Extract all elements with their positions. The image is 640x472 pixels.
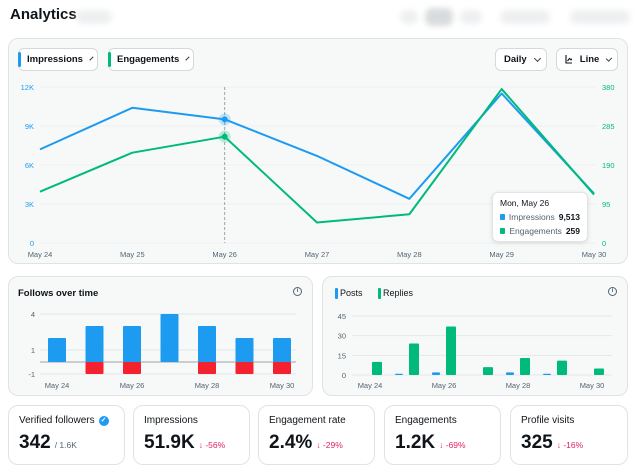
stat-change: ↓ -29% <box>316 440 343 450</box>
chevron-down-icon <box>185 55 190 61</box>
posts-replies-card: Posts Replies i <box>322 276 628 396</box>
metric2-label: Engagements <box>117 54 180 65</box>
posts-swatch <box>335 288 338 299</box>
stat-change: ↓ -56% <box>198 440 226 450</box>
blurred-header-item <box>425 8 453 26</box>
stat-value: 342 <box>19 432 51 453</box>
tooltip-engagements-row: Engagements 259 <box>500 226 580 236</box>
blurred-header-item <box>460 10 482 24</box>
stat-value: 325 <box>521 432 553 453</box>
stat-label: Profile visits <box>521 415 575 426</box>
follows-card: Follows over time i <box>8 276 313 396</box>
metric1-dropdown[interactable]: Impressions <box>18 48 98 71</box>
metric2-accent <box>108 52 111 67</box>
impressions-swatch <box>500 214 505 220</box>
chevron-down-icon <box>606 54 613 62</box>
tooltip-impressions-value: 9,513 <box>558 212 580 222</box>
follows-title: Follows over time <box>18 288 99 299</box>
tooltip-impressions-row: Impressions 9,513 <box>500 212 580 222</box>
blurred-header-item <box>500 10 550 24</box>
verified-badge-icon: ✓ <box>98 415 109 426</box>
blurred-header-item <box>400 10 418 24</box>
chart-type-label: Line <box>579 54 600 65</box>
tooltip-date: Mon, May 26 <box>500 198 550 208</box>
stat-change: ↓ -69% <box>439 440 466 450</box>
stat-label: Engagement rate <box>269 415 346 426</box>
chevron-down-icon <box>89 55 94 61</box>
stat-engagement-rate[interactable]: Engagement rate 2.4% ↓ -29% <box>258 405 375 465</box>
stat-value: 51.9K <box>144 432 195 453</box>
engagements-swatch <box>500 228 506 234</box>
legend-replies-label: Replies <box>383 288 414 298</box>
page-title: Analytics <box>10 6 77 23</box>
tooltip-engagements-value: 259 <box>565 226 580 236</box>
info-icon[interactable]: i <box>293 287 302 296</box>
stat-label: Impressions <box>144 415 198 426</box>
stat-engagements[interactable]: Engagements 1.2K ↓ -69% <box>384 405 501 465</box>
metric2-dropdown[interactable]: Engagements <box>108 48 194 71</box>
stat-verified-followers[interactable]: Verified followers ✓ 342/ 1.6K <box>8 405 125 465</box>
stat-change: ↓ -16% <box>556 440 584 450</box>
metric1-label: Impressions <box>27 54 83 65</box>
blurred-header-item <box>76 10 112 24</box>
tooltip-impressions-label: Impressions <box>508 212 555 222</box>
replies-swatch <box>378 288 381 299</box>
stat-profile-visits[interactable]: Profile visits 325 ↓ -16% <box>510 405 628 465</box>
chevron-down-icon <box>533 54 542 62</box>
line-chart-icon <box>565 55 572 64</box>
stat-label: Engagements <box>395 415 457 426</box>
stat-impressions[interactable]: Impressions 51.9K ↓ -56% <box>133 405 250 465</box>
chart-tooltip: Mon, May 26 Impressions 9,513 Engagement… <box>492 192 588 242</box>
stat-label: Verified followers <box>19 415 95 426</box>
interval-label: Daily <box>504 54 527 65</box>
legend-posts[interactable]: Posts <box>335 288 363 299</box>
metric1-accent <box>18 52 21 67</box>
stat-value: 1.2K <box>395 432 436 453</box>
legend-replies[interactable]: Replies <box>378 288 414 299</box>
interval-dropdown[interactable]: Daily <box>495 48 547 71</box>
blurred-header-item <box>570 10 630 24</box>
stat-sub: / 1.6K <box>54 440 77 450</box>
tooltip-engagements-label: Engagements <box>509 226 562 236</box>
info-icon[interactable]: i <box>608 287 617 296</box>
stat-value: 2.4% <box>269 432 313 453</box>
legend-posts-label: Posts <box>340 288 363 298</box>
chart-type-dropdown[interactable]: Line <box>556 48 618 71</box>
